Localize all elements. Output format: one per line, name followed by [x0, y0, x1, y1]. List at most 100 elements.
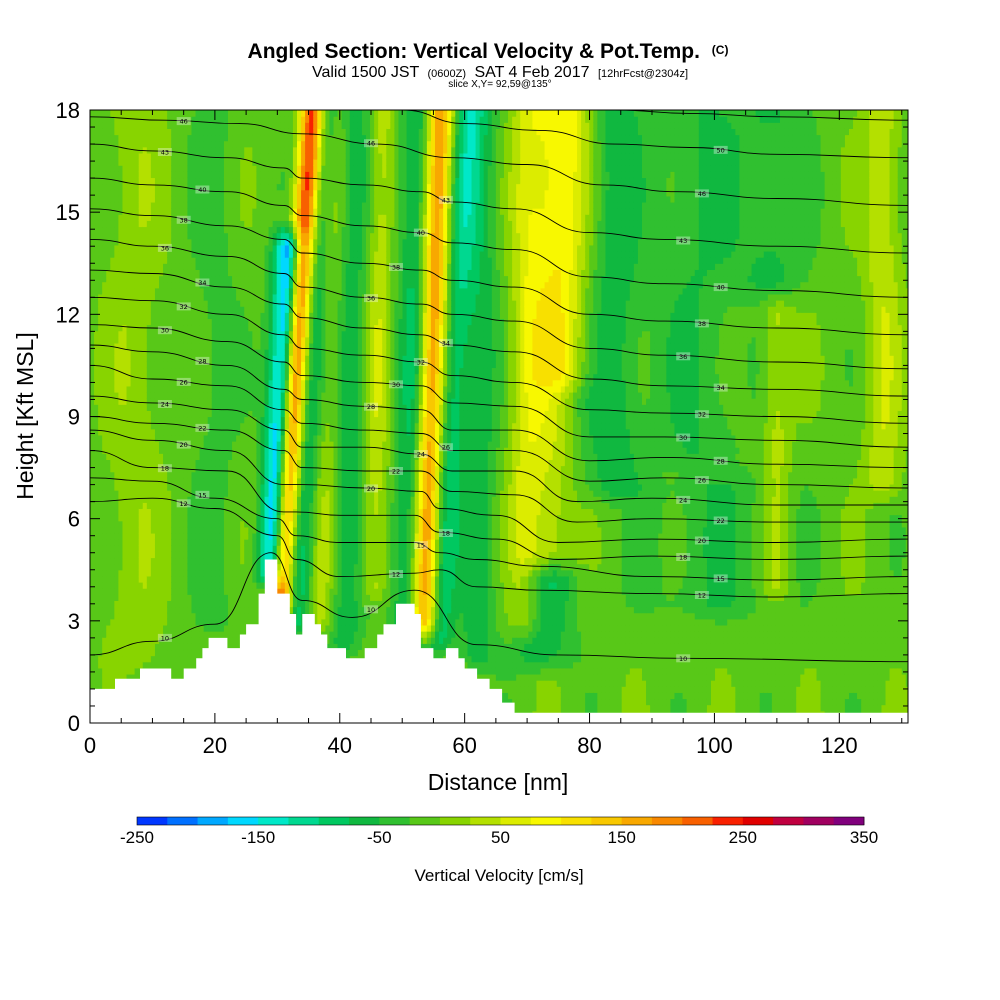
- velocity-cell: [232, 434, 237, 442]
- velocity-cell: [146, 637, 152, 644]
- velocity-cell: [284, 379, 290, 387]
- velocity-cell: [175, 379, 180, 387]
- velocity-cell: [199, 391, 205, 399]
- velocity-cell: [126, 612, 132, 620]
- velocity-cell: [175, 410, 180, 418]
- velocity-cell: [90, 539, 95, 546]
- velocity-cell: [219, 569, 225, 577]
- velocity-cell: [90, 238, 95, 246]
- velocity-cell: [252, 465, 258, 473]
- velocity-cell: [207, 300, 213, 307]
- velocity-cell: [167, 250, 172, 258]
- velocity-cell: [94, 110, 99, 117]
- velocity-cell: [256, 214, 262, 221]
- velocity-cell: [215, 600, 221, 608]
- velocity-cell: [163, 508, 168, 516]
- velocity-cell: [167, 324, 172, 332]
- velocity-cell: [276, 398, 282, 405]
- velocity-cell: [232, 250, 237, 258]
- velocity-cell: [256, 134, 262, 142]
- velocity-cell: [187, 582, 193, 589]
- velocity-cell: [110, 226, 115, 234]
- velocity-cell: [244, 373, 249, 381]
- velocity-cell: [232, 122, 237, 129]
- velocity-cell: [211, 257, 217, 264]
- velocity-cell: [134, 459, 140, 467]
- velocity-cell: [280, 159, 286, 166]
- velocity-cell: [276, 232, 282, 240]
- velocity-cell: [232, 330, 237, 338]
- velocity-cell: [150, 410, 156, 418]
- velocity-cell: [191, 208, 197, 215]
- velocity-cell: [150, 165, 156, 172]
- velocity-cell: [167, 361, 172, 369]
- velocity-cell: [122, 201, 128, 209]
- velocity-cell: [248, 220, 253, 228]
- velocity-cell: [179, 588, 184, 595]
- velocity-cell: [240, 355, 245, 362]
- velocity-cell: [110, 551, 115, 559]
- velocity-cell: [102, 508, 107, 516]
- velocity-cell: [187, 594, 193, 601]
- velocity-cell: [191, 165, 197, 172]
- velocity-cell: [154, 637, 160, 644]
- velocity-cell: [150, 624, 156, 632]
- velocity-cell: [280, 183, 286, 191]
- velocity-cell: [126, 300, 132, 307]
- velocity-cell: [223, 631, 229, 638]
- velocity-cell: [219, 355, 225, 362]
- velocity-cell: [228, 128, 233, 136]
- velocity-cell: [207, 496, 213, 503]
- velocity-cell: [232, 201, 237, 209]
- velocity-cell: [146, 624, 152, 632]
- velocity-cell: [203, 624, 209, 632]
- velocity-cell: [232, 220, 237, 228]
- velocity-cell: [215, 122, 221, 129]
- velocity-cell: [175, 606, 180, 614]
- velocity-cell: [183, 226, 189, 234]
- velocity-cell: [232, 318, 237, 326]
- velocity-cell: [126, 189, 132, 197]
- velocity-cell: [134, 649, 140, 657]
- velocity-cell: [268, 232, 274, 240]
- velocity-cell: [219, 398, 225, 405]
- velocity-cell: [215, 624, 221, 632]
- velocity-cell: [268, 128, 274, 136]
- velocity-cell: [244, 582, 249, 589]
- velocity-cell: [118, 134, 124, 142]
- velocity-cell: [114, 618, 120, 626]
- velocity-cell: [122, 300, 128, 307]
- velocity-cell: [276, 134, 282, 142]
- velocity-cell: [179, 208, 184, 215]
- velocity-cell: [126, 122, 132, 129]
- velocity-cell: [126, 453, 132, 461]
- velocity-cell: [272, 514, 278, 522]
- velocity-cell: [146, 563, 152, 571]
- velocity-cell: [264, 128, 270, 136]
- velocity-cell: [138, 428, 144, 436]
- velocity-cell: [260, 582, 266, 589]
- velocity-cell: [150, 649, 156, 657]
- velocity-cell: [90, 208, 95, 215]
- velocity-cell: [195, 128, 201, 136]
- velocity-cell: [280, 575, 286, 583]
- velocity-cell: [171, 631, 176, 638]
- velocity-cell: [110, 244, 115, 252]
- velocity-cell: [175, 263, 180, 270]
- velocity-cell: [146, 385, 152, 393]
- velocity-cell: [163, 220, 168, 228]
- velocity-cell: [118, 306, 124, 313]
- velocity-cell: [179, 312, 184, 320]
- velocity-cell: [175, 398, 180, 405]
- velocity-cell: [260, 275, 266, 283]
- velocity-cell: [191, 606, 197, 614]
- velocity-cell: [142, 483, 148, 491]
- velocity-cell: [284, 490, 290, 497]
- velocity-cell: [244, 220, 249, 228]
- velocity-cell: [118, 312, 124, 320]
- velocity-cell: [203, 391, 209, 399]
- velocity-field: [90, 110, 908, 723]
- velocity-cell: [122, 539, 128, 546]
- velocity-cell: [252, 588, 258, 595]
- velocity-cell: [114, 116, 120, 123]
